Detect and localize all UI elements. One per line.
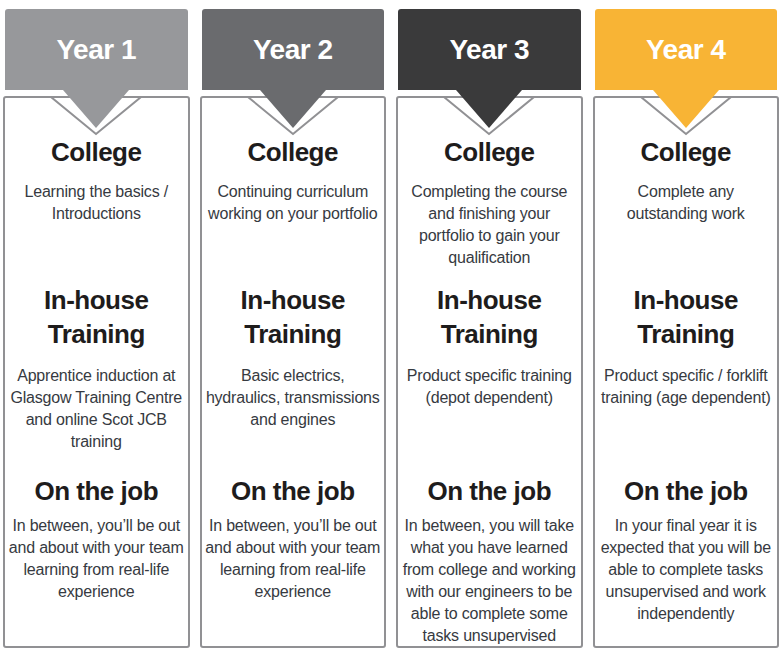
year-column-1: Year 1 College Learning the basics / Int… xyxy=(3,9,190,648)
on-the-job-text: In between, you’ll be out and about with… xyxy=(202,515,385,603)
on-the-job-text: In between, you’ll be out and about with… xyxy=(5,515,188,603)
year-4-card: College Complete any outstanding work In… xyxy=(593,96,780,648)
year-column-4: Year 4 College Complete any outstanding … xyxy=(593,9,780,648)
inhouse-training-section: In-house Training Product specific / for… xyxy=(595,284,778,409)
inhouse-training-section: In-house Training Apprentice induction a… xyxy=(5,284,188,453)
on-the-job-text: In between, you will take what you have … xyxy=(398,515,581,647)
down-arrow-icon xyxy=(50,90,142,136)
inhouse-training-heading: In-house Training xyxy=(5,284,188,352)
college-text: Completing the course and finishing your… xyxy=(398,181,581,269)
year-4-label: Year 4 xyxy=(646,34,726,66)
on-the-job-section: On the job In between, you’ll be out and… xyxy=(5,475,188,603)
down-arrow-icon xyxy=(640,90,732,136)
college-section: College Completing the course and finish… xyxy=(398,136,581,269)
college-text: Continuing curriculum working on your po… xyxy=(202,181,385,225)
college-section: College Complete any outstanding work xyxy=(595,136,778,225)
college-heading: College xyxy=(202,136,385,170)
college-section: College Learning the basics / Introducti… xyxy=(5,136,188,225)
on-the-job-heading: On the job xyxy=(398,475,581,509)
year-column-3: Year 3 College Completing the course and… xyxy=(396,9,583,648)
apprenticeship-timeline: Year 1 College Learning the basics / Int… xyxy=(0,0,783,656)
college-text: Complete any outstanding work xyxy=(595,181,778,225)
on-the-job-section: On the job In between, you’ll be out and… xyxy=(202,475,385,603)
inhouse-training-heading: In-house Training xyxy=(202,284,385,352)
year-3-label: Year 3 xyxy=(449,34,529,66)
on-the-job-section: On the job In your final year it is expe… xyxy=(595,475,778,625)
year-1-header: Year 1 xyxy=(5,9,188,90)
year-2-header: Year 2 xyxy=(202,9,385,90)
year-2-label: Year 2 xyxy=(253,34,333,66)
year-1-label: Year 1 xyxy=(56,34,136,66)
on-the-job-heading: On the job xyxy=(202,475,385,509)
college-heading: College xyxy=(595,136,778,170)
inhouse-training-text: Product specific / forklift training (ag… xyxy=(595,365,778,409)
inhouse-training-text: Basic electrics, hydraulics, transmissio… xyxy=(202,365,385,431)
year-3-header: Year 3 xyxy=(398,9,581,90)
inhouse-training-section: In-house Training Basic electrics, hydra… xyxy=(202,284,385,431)
year-4-header: Year 4 xyxy=(595,9,778,90)
on-the-job-text: In your final year it is expected that y… xyxy=(595,515,778,625)
on-the-job-section: On the job In between, you will take wha… xyxy=(398,475,581,647)
inhouse-training-heading: In-house Training xyxy=(595,284,778,352)
college-heading: College xyxy=(5,136,188,170)
year-column-2: Year 2 College Continuing curriculum wor… xyxy=(200,9,387,648)
year-1-card: College Learning the basics / Introducti… xyxy=(3,96,190,648)
on-the-job-heading: On the job xyxy=(595,475,778,509)
year-2-card: College Continuing curriculum working on… xyxy=(200,96,387,648)
college-text: Learning the basics / Introductions xyxy=(5,181,188,225)
inhouse-training-heading: In-house Training xyxy=(398,284,581,352)
college-heading: College xyxy=(398,136,581,170)
on-the-job-heading: On the job xyxy=(5,475,188,509)
inhouse-training-text: Apprentice induction at Glasgow Training… xyxy=(5,365,188,453)
inhouse-training-text: Product specific training (depot depende… xyxy=(398,365,581,409)
inhouse-training-section: In-house Training Product specific train… xyxy=(398,284,581,409)
college-section: College Continuing curriculum working on… xyxy=(202,136,385,225)
down-arrow-icon xyxy=(247,90,339,136)
down-arrow-icon xyxy=(443,90,535,136)
year-3-card: College Completing the course and finish… xyxy=(396,96,583,648)
